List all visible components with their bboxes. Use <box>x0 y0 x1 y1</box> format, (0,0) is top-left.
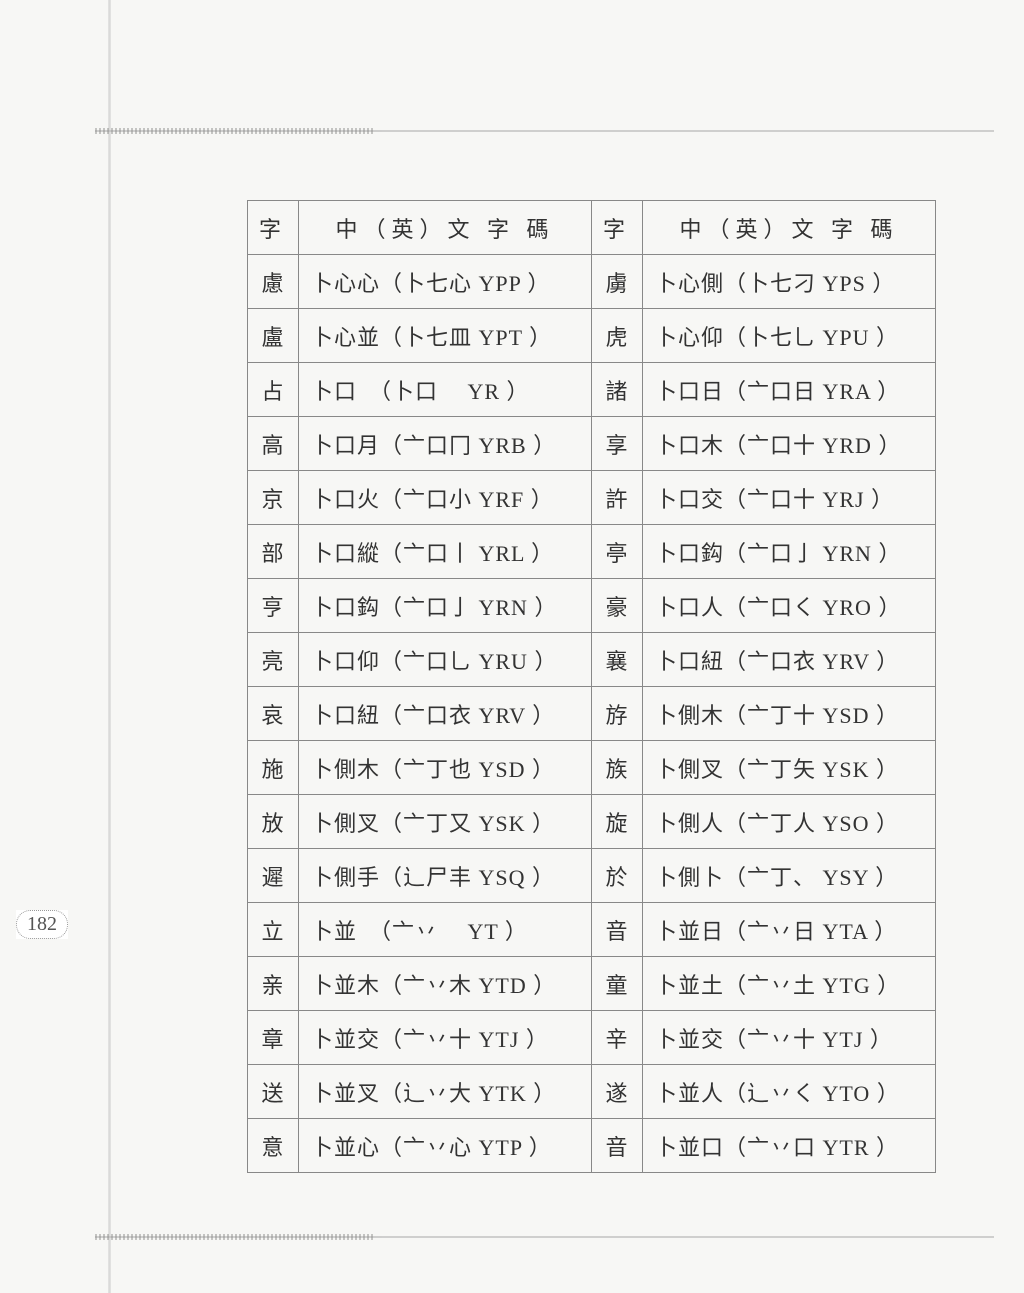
table-body: 慮卜心心（卜七心 YPP ）虜卜心側（卜七刁 YPS ）盧卜心並（卜七皿 YPT… <box>248 255 936 1173</box>
table-row: 哀卜口紐（亠口衣 YRV ）斿卜側木（亠丁十 YSD ） <box>248 687 936 741</box>
char-cell: 高 <box>248 417 299 471</box>
code-cell: 卜口木（亠口十 YRD ） <box>643 417 936 471</box>
page-number: 182 <box>16 910 68 939</box>
char-cell: 旋 <box>592 795 643 849</box>
code-cell: 卜口日（亠口日 YRA ） <box>643 363 936 417</box>
char-cell: 施 <box>248 741 299 795</box>
code-cell: 卜並交（亠丷十 YTJ ） <box>643 1011 936 1065</box>
code-table: 字 中（英）文 字 碼 字 中（英）文 字 碼 慮卜心心（卜七心 YPP ）虜卜… <box>247 200 936 1173</box>
char-cell: 京 <box>248 471 299 525</box>
table-row: 放卜側叉（亠丁又 YSK ）旋卜側人（亠丁人 YSO ） <box>248 795 936 849</box>
code-cell: 卜側叉（亠丁又 YSK ） <box>299 795 592 849</box>
code-cell: 卜側卜（亠丁、 YSY ） <box>643 849 936 903</box>
char-cell: 辛 <box>592 1011 643 1065</box>
code-cell: 卜側木（亠丁十 YSD ） <box>643 687 936 741</box>
code-cell: 卜口紐（亠口衣 YRV ） <box>643 633 936 687</box>
table-row: 亨卜口鈎（亠口亅 YRN ）豪卜口人（亠口く YRO ） <box>248 579 936 633</box>
code-cell: 卜側叉（亠丁矢 YSK ） <box>643 741 936 795</box>
char-cell: 放 <box>248 795 299 849</box>
page-number-value: 182 <box>16 910 68 939</box>
code-cell: 卜並交（亠丷十 YTJ ） <box>299 1011 592 1065</box>
header-zi-1: 字 <box>248 201 299 255</box>
char-cell: 族 <box>592 741 643 795</box>
code-cell: 卜側人（亠丁人 YSO ） <box>643 795 936 849</box>
table-row: 送卜並叉（辶丷大 YTK ）遂卜並人（辶丷く YTO ） <box>248 1065 936 1119</box>
char-cell: 音 <box>592 903 643 957</box>
char-cell: 立 <box>248 903 299 957</box>
table-row: 亲卜並木（亠丷木 YTD ）童卜並土（亠丷土 YTG ） <box>248 957 936 1011</box>
code-cell: 卜口鈎（亠口亅 YRN ） <box>299 579 592 633</box>
code-cell: 卜並心（亠丷心 YTP ） <box>299 1119 592 1173</box>
table-row: 意卜並心（亠丷心 YTP ）音卜並口（亠丷口 YTR ） <box>248 1119 936 1173</box>
code-cell: 卜並日（亠丷日 YTA ） <box>643 903 936 957</box>
code-cell: 卜口人（亠口く YRO ） <box>643 579 936 633</box>
char-cell: 亲 <box>248 957 299 1011</box>
code-cell: 卜心心（卜七心 YPP ） <box>299 255 592 309</box>
char-cell: 許 <box>592 471 643 525</box>
table-header-row: 字 中（英）文 字 碼 字 中（英）文 字 碼 <box>248 201 936 255</box>
char-cell: 諸 <box>592 363 643 417</box>
code-cell: 卜並 （亠丷 YT ） <box>299 903 592 957</box>
char-cell: 哀 <box>248 687 299 741</box>
char-cell: 亭 <box>592 525 643 579</box>
char-cell: 亮 <box>248 633 299 687</box>
table-row: 章卜並交（亠丷十 YTJ ）辛卜並交（亠丷十 YTJ ） <box>248 1011 936 1065</box>
header-zi-2: 字 <box>592 201 643 255</box>
code-cell: 卜心仰（卜七乚 YPU ） <box>643 309 936 363</box>
top-rule <box>95 130 994 132</box>
char-cell: 豪 <box>592 579 643 633</box>
table-row: 京卜口火（亠口小 YRF ）許卜口交（亠口十 YRJ ） <box>248 471 936 525</box>
code-cell: 卜側木（亠丁也 YSD ） <box>299 741 592 795</box>
char-cell: 斿 <box>592 687 643 741</box>
char-cell: 襄 <box>592 633 643 687</box>
char-cell: 遂 <box>592 1065 643 1119</box>
char-cell: 亨 <box>248 579 299 633</box>
header-code-2: 中（英）文 字 碼 <box>643 201 936 255</box>
code-cell: 卜口火（亠口小 YRF ） <box>299 471 592 525</box>
bottom-rule <box>95 1236 994 1238</box>
header-code-1: 中（英）文 字 碼 <box>299 201 592 255</box>
table-row: 占卜口 （卜口 YR ）諸卜口日（亠口日 YRA ） <box>248 363 936 417</box>
code-cell: 卜並叉（辶丷大 YTK ） <box>299 1065 592 1119</box>
code-cell: 卜口縱（亠口丨 YRL ） <box>299 525 592 579</box>
table-row: 部卜口縱（亠口丨 YRL ）亭卜口鈎（亠口亅 YRN ） <box>248 525 936 579</box>
char-cell: 送 <box>248 1065 299 1119</box>
code-cell: 卜並土（亠丷土 YTG ） <box>643 957 936 1011</box>
char-cell: 占 <box>248 363 299 417</box>
code-cell: 卜側手（辶尸丰 YSQ ） <box>299 849 592 903</box>
table-row: 遲卜側手（辶尸丰 YSQ ）於卜側卜（亠丁、 YSY ） <box>248 849 936 903</box>
char-cell: 遲 <box>248 849 299 903</box>
table-row: 亮卜口仰（亠口乚 YRU ）襄卜口紐（亠口衣 YRV ） <box>248 633 936 687</box>
char-cell: 享 <box>592 417 643 471</box>
code-cell: 卜心並（卜七皿 YPT ） <box>299 309 592 363</box>
code-cell: 卜口月（亠口冂 YRB ） <box>299 417 592 471</box>
code-cell: 卜口紐（亠口衣 YRV ） <box>299 687 592 741</box>
char-cell: 意 <box>248 1119 299 1173</box>
code-cell: 卜並木（亠丷木 YTD ） <box>299 957 592 1011</box>
table-row: 高卜口月（亠口冂 YRB ）享卜口木（亠口十 YRD ） <box>248 417 936 471</box>
code-cell: 卜心側（卜七刁 YPS ） <box>643 255 936 309</box>
char-cell: 音 <box>592 1119 643 1173</box>
char-cell: 部 <box>248 525 299 579</box>
book-spine <box>108 0 111 1293</box>
table-row: 立卜並 （亠丷 YT ）音卜並日（亠丷日 YTA ） <box>248 903 936 957</box>
char-cell: 童 <box>592 957 643 1011</box>
char-cell: 於 <box>592 849 643 903</box>
char-cell: 盧 <box>248 309 299 363</box>
code-cell: 卜並人（辶丷く YTO ） <box>643 1065 936 1119</box>
char-cell: 慮 <box>248 255 299 309</box>
char-cell: 虜 <box>592 255 643 309</box>
code-cell: 卜口交（亠口十 YRJ ） <box>643 471 936 525</box>
code-cell: 卜口 （卜口 YR ） <box>299 363 592 417</box>
page: 182 字 中（英）文 字 碼 字 中（英）文 字 碼 慮卜心心（卜七心 YPP… <box>0 0 1024 1293</box>
table-row: 施卜側木（亠丁也 YSD ）族卜側叉（亠丁矢 YSK ） <box>248 741 936 795</box>
code-cell: 卜口仰（亠口乚 YRU ） <box>299 633 592 687</box>
table-row: 慮卜心心（卜七心 YPP ）虜卜心側（卜七刁 YPS ） <box>248 255 936 309</box>
table-row: 盧卜心並（卜七皿 YPT ）虎卜心仰（卜七乚 YPU ） <box>248 309 936 363</box>
code-cell: 卜並口（亠丷口 YTR ） <box>643 1119 936 1173</box>
code-cell: 卜口鈎（亠口亅 YRN ） <box>643 525 936 579</box>
char-cell: 虎 <box>592 309 643 363</box>
char-cell: 章 <box>248 1011 299 1065</box>
